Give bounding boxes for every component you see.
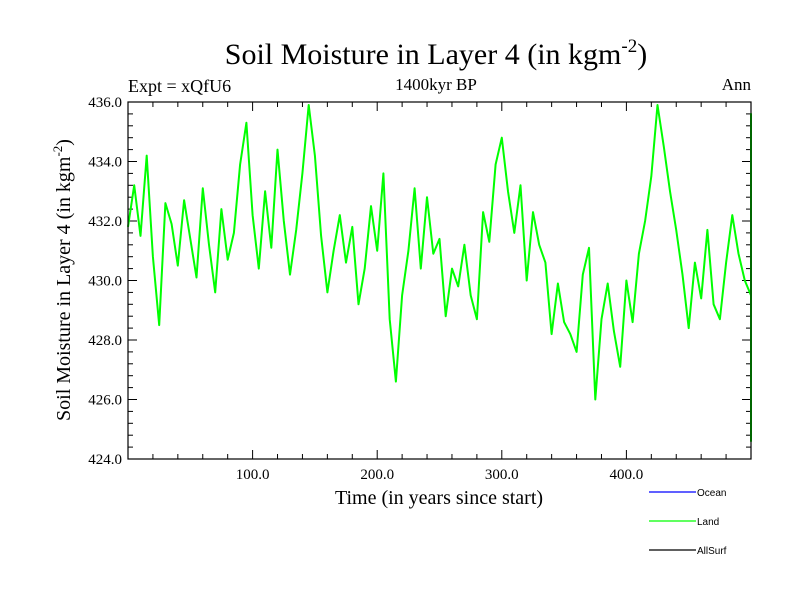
x-tick-label: 400.0 bbox=[610, 467, 644, 483]
axis-ticks: 100.0 200.0 300.0 400.0 424.0 426.0 428.0 430.0… bbox=[88, 95, 751, 483]
x-tick-label: 300.0 bbox=[485, 467, 519, 483]
experiment-label: Expt = xQfU6 bbox=[128, 76, 231, 96]
chart-title: Soil Moisture in Layer 4 (in kgm-2) bbox=[225, 36, 647, 71]
x-axis-label: Time (in years since start) bbox=[335, 487, 543, 509]
plot-frame bbox=[127, 101, 752, 460]
y-tick-label: 428.0 bbox=[88, 333, 122, 349]
x-tick-label: 200.0 bbox=[360, 467, 394, 483]
chart-subtitle: 1400kyr BP bbox=[395, 75, 477, 94]
series-line-land bbox=[127, 104, 752, 443]
y-tick-label: 424.0 bbox=[88, 452, 122, 468]
y-tick-label: 430.0 bbox=[88, 274, 122, 290]
y-axis-label: Soil Moisture in Layer 4 (in kgm-2) bbox=[50, 139, 75, 421]
legend: Ocean Land AllSurf bbox=[649, 488, 727, 557]
legend-label: AllSurf bbox=[697, 546, 727, 557]
season-label: Ann bbox=[722, 75, 752, 94]
legend-label: Ocean bbox=[697, 488, 726, 499]
y-tick-label: 432.0 bbox=[88, 214, 122, 230]
y-tick-label: 434.0 bbox=[88, 155, 122, 171]
x-tick-label: 100.0 bbox=[236, 467, 270, 483]
series-group bbox=[127, 104, 752, 443]
y-tick-label: 436.0 bbox=[88, 95, 122, 111]
y-tick-label: 426.0 bbox=[88, 393, 122, 409]
legend-label: Land bbox=[697, 517, 719, 528]
